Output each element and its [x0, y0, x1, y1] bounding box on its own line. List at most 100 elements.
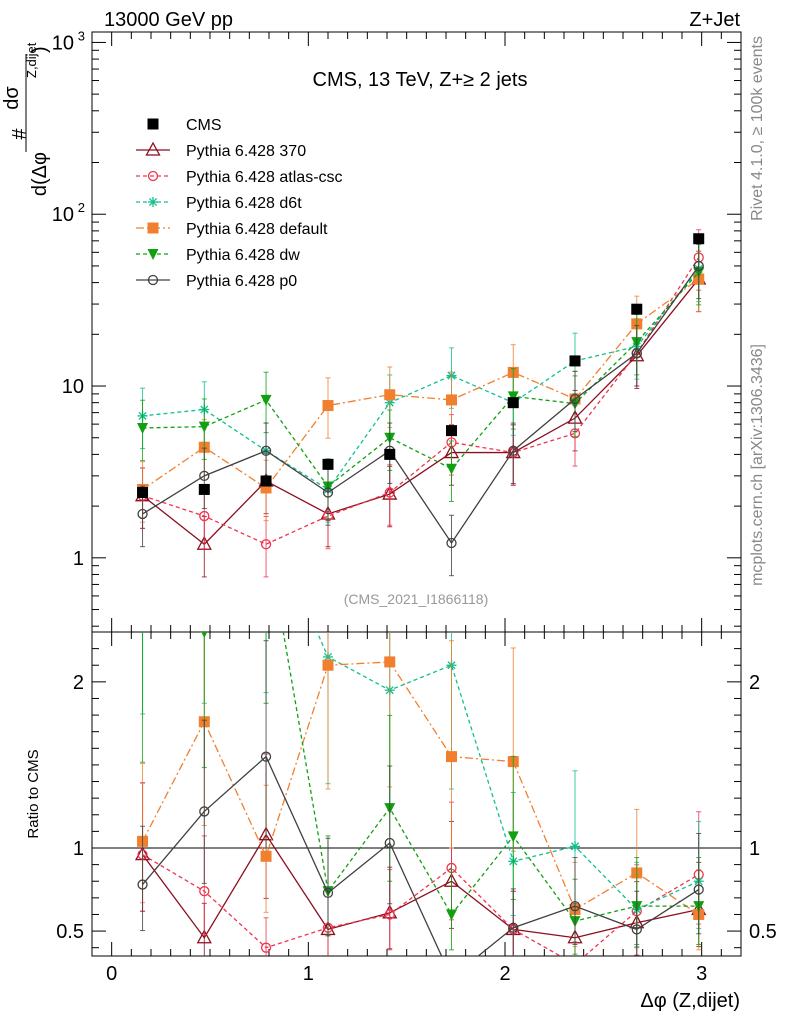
series-6-ratio-point — [199, 806, 210, 817]
series-6-main-point — [508, 445, 519, 456]
main-ylabel: # dσ d(Δφ Z,dijet ) — [1, 42, 51, 196]
series-6-ratio-line — [142, 755, 700, 956]
main-ylabel-numerator: dσ — [1, 86, 23, 110]
main-ylabel-prefix: # — [9, 128, 31, 140]
series-4-ratio-point — [322, 659, 334, 671]
ratio-y-tick-label-right: 0.5 — [749, 921, 777, 943]
series-3-ratio-line — [316, 632, 699, 911]
series-6-ratio-point — [447, 973, 456, 982]
series-4-ratio-point — [446, 751, 458, 763]
series-4-main-point — [322, 400, 334, 412]
series-5-main-point — [137, 422, 149, 434]
series-4-ratio-point — [260, 850, 272, 862]
legend-item-2: Pythia 6.428 atlas-csc — [136, 169, 343, 186]
series-4-main-point — [260, 482, 272, 494]
main-y-tick-exponent: 3 — [78, 28, 85, 43]
ratio-y-tick-label-right: 2 — [749, 672, 760, 694]
series-6-main-point — [693, 260, 704, 272]
side-label-top: Rivet 4.1.0, ≥ 100k events — [749, 36, 766, 221]
cms-data-point — [569, 355, 581, 367]
series-2-ratio-line — [142, 854, 700, 956]
main-series-layer — [134, 229, 707, 578]
legend-label: Pythia 6.428 p0 — [186, 273, 297, 290]
legend-item-4: Pythia 6.428 default — [136, 221, 328, 238]
ratio-axes: 0.5 0.5 1 1 2 2 0 1 2 3 — [56, 631, 777, 985]
ratio-y-tick-label-right: 1 — [749, 838, 760, 860]
series-2-main-line — [142, 257, 700, 545]
x-axis-label: Δφ (Z,dijet) — [640, 990, 740, 1012]
series-6-ratio-point — [137, 879, 148, 890]
ratio-ylabel: Ratio to CMS — [25, 749, 42, 838]
legend-marker-stroke — [148, 197, 158, 207]
cms-data-point — [137, 486, 149, 498]
series-1-ratio — [134, 753, 707, 956]
series-4-main-line — [142, 278, 700, 490]
main-y-tick-label: 10 — [52, 204, 74, 226]
ratio-series-layer — [134, 619, 707, 982]
series-2-main-point — [260, 539, 272, 550]
cms-data-point — [693, 233, 705, 245]
x-tick-label: 2 — [499, 963, 510, 985]
series-5-ratio-point — [446, 909, 458, 921]
series-6-main-point — [631, 348, 642, 359]
legend-item-6: Pythia 6.428 p0 — [136, 273, 297, 290]
series-6-ratio-point — [631, 924, 642, 935]
series-3-ratio-point-stroke — [570, 842, 580, 851]
legend-item-3: Pythia 6.428 d6t — [136, 195, 302, 212]
legend-marker — [147, 274, 159, 286]
series-4-ratio — [137, 632, 705, 951]
ratio-frame — [91, 631, 742, 957]
legend-item-1: Pythia 6.428 370 — [136, 141, 306, 160]
series-2-ratio — [137, 782, 704, 956]
header-left: 13000 GeV pp — [104, 9, 233, 31]
series-1-main-line — [142, 278, 700, 546]
legend-marker — [147, 118, 159, 130]
series-6-main-line — [142, 265, 700, 545]
legend-label: Pythia 6.428 d6t — [186, 195, 302, 212]
main-y-tick-exponent: 2 — [78, 200, 85, 215]
main-y-tick-label: 1 — [73, 548, 84, 570]
series-6-ratio-point — [693, 884, 704, 895]
legend-marker — [145, 141, 161, 156]
legend-label: Pythia 6.428 atlas-csc — [186, 169, 343, 186]
series-1-main — [134, 250, 707, 578]
series-3-ratio-point — [570, 841, 581, 852]
series-4-ratio-line — [141, 661, 700, 916]
series-6-main-point — [260, 445, 272, 456]
series-2-main-point — [199, 510, 210, 522]
series-5-main-line — [142, 271, 700, 488]
main-ylabel-close: ) — [29, 46, 51, 53]
series-6-main-point — [446, 537, 457, 549]
cms-data-point — [322, 458, 334, 470]
series-6-ratio-point — [384, 837, 395, 849]
series-2-ratio-point — [260, 942, 272, 953]
series-5-main-point — [260, 394, 272, 406]
series-5-main-point — [198, 421, 210, 433]
series-2-ratio-point — [199, 886, 210, 897]
series-5-ratio — [137, 619, 705, 955]
legend-marker — [147, 249, 159, 260]
legend-label: Pythia 6.428 dw — [186, 247, 300, 264]
legend-marker — [147, 170, 159, 182]
cms-data-point — [260, 475, 272, 487]
x-tick-label: 3 — [696, 963, 707, 985]
main-ylabel-denominator: d(Δφ — [29, 152, 51, 196]
series-5-ratio-line — [199, 632, 699, 922]
series-6-ratio-point — [260, 751, 272, 762]
main-axes: 1 10 10 2 10 3 — [52, 28, 742, 633]
series-4-main-point — [384, 389, 396, 401]
cms-data-point — [631, 303, 643, 315]
series-5-ratio-point — [137, 619, 148, 630]
series-6-main-point — [569, 393, 581, 405]
legend-marker — [148, 197, 158, 207]
series-2-main-point — [384, 487, 395, 498]
x-tick-label: 0 — [106, 963, 117, 985]
series-4-main-point — [446, 394, 458, 406]
series-6-ratio-point — [569, 901, 581, 912]
x-tick-label: 1 — [303, 963, 314, 985]
series-5-main-point — [507, 391, 519, 403]
cms-data-point — [507, 397, 519, 409]
main-y-tick-label: 10 — [52, 32, 74, 54]
cms-data-point — [384, 448, 396, 460]
